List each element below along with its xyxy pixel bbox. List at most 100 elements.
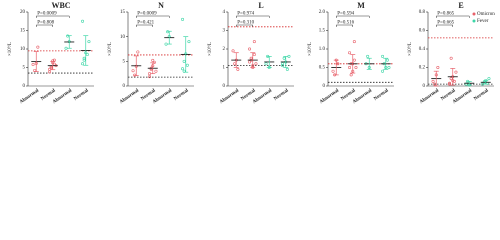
x-tick-label: Normal bbox=[73, 88, 90, 102]
y-tick-label: 10 bbox=[20, 47, 26, 52]
p-value: P=0.421 bbox=[137, 21, 154, 26]
data-point bbox=[181, 67, 185, 71]
y-axis-label: ×10⁹/L bbox=[307, 42, 313, 56]
x-tick-label: Abnormal bbox=[419, 88, 440, 105]
p-value: P=0.516 bbox=[337, 21, 354, 26]
data-point bbox=[166, 30, 170, 34]
data-point bbox=[387, 66, 391, 70]
panel-title: L bbox=[258, 1, 263, 10]
y-tick-label: 0 bbox=[323, 84, 326, 89]
x-tick-label: Normal bbox=[173, 88, 190, 102]
y-tick-label: 15 bbox=[20, 29, 26, 34]
data-point bbox=[252, 40, 256, 44]
p-value: P=0.665 bbox=[437, 21, 454, 26]
legend-label: Omicron bbox=[477, 12, 495, 17]
data-point bbox=[52, 62, 56, 66]
x-tick-label: Abnormal bbox=[219, 88, 240, 105]
y-tick-label: 4 bbox=[223, 10, 226, 15]
data-point bbox=[252, 53, 256, 57]
x-tick-label: Abnormal bbox=[452, 88, 473, 105]
data-point bbox=[248, 47, 252, 51]
data-point bbox=[85, 53, 89, 57]
panel-title: E bbox=[458, 1, 463, 10]
data-point bbox=[431, 79, 435, 83]
y-axis-label: ×10⁹/L bbox=[107, 42, 113, 56]
data-point bbox=[352, 40, 356, 44]
data-point bbox=[131, 69, 135, 73]
data-point bbox=[381, 69, 385, 73]
x-tick-label: Abnormal bbox=[19, 88, 40, 105]
y-axis-label: ×10⁹/L bbox=[7, 42, 13, 56]
y-tick-label: 2.0 bbox=[319, 10, 326, 15]
x-tick-label: Abnormal bbox=[352, 88, 373, 105]
y-tick-label: 0.2 bbox=[419, 66, 426, 71]
data-point bbox=[152, 60, 156, 64]
data-point bbox=[248, 60, 252, 64]
x-tick-label: Normal bbox=[373, 88, 390, 102]
y-tick-label: 1.5 bbox=[319, 29, 326, 34]
data-point bbox=[87, 40, 91, 44]
data-point bbox=[231, 49, 235, 53]
significance-bracket bbox=[436, 24, 453, 27]
data-point bbox=[133, 73, 137, 77]
y-tick-label: 0.5 bbox=[319, 66, 326, 71]
y-tick-label: 1 bbox=[223, 66, 226, 71]
p-value: P=0.0009 bbox=[37, 12, 57, 17]
data-point bbox=[385, 58, 389, 62]
y-tick-label: 0 bbox=[223, 84, 226, 89]
legend-marker bbox=[472, 12, 476, 16]
legend-label: Fever bbox=[477, 19, 489, 24]
data-point bbox=[148, 75, 152, 79]
data-point bbox=[454, 70, 458, 74]
panel-title: M bbox=[357, 1, 365, 10]
data-point bbox=[282, 56, 286, 60]
y-tick-label: 3 bbox=[223, 29, 226, 34]
data-point bbox=[236, 67, 240, 71]
data-point bbox=[381, 54, 385, 58]
panel-title: WBC bbox=[51, 1, 70, 10]
data-point bbox=[81, 19, 85, 23]
legend-marker bbox=[472, 19, 476, 23]
data-point bbox=[151, 58, 155, 62]
y-tick-label: 2 bbox=[223, 47, 226, 52]
data-point bbox=[182, 59, 186, 63]
significance-bracket bbox=[136, 15, 170, 18]
data-point bbox=[249, 56, 253, 60]
data-point bbox=[449, 77, 453, 81]
y-tick-label: 0 bbox=[123, 84, 126, 89]
data-point bbox=[348, 66, 352, 70]
data-point bbox=[66, 34, 70, 38]
data-point bbox=[49, 66, 53, 70]
x-tick-label: Abnormal bbox=[152, 88, 173, 105]
y-tick-label: 20 bbox=[20, 10, 26, 15]
p-value: P=0.865 bbox=[437, 12, 454, 17]
data-point bbox=[433, 82, 437, 86]
data-point bbox=[254, 62, 258, 66]
significance-bracket bbox=[36, 15, 70, 18]
data-point bbox=[436, 66, 440, 70]
x-tick-label: Abnormal bbox=[319, 88, 340, 105]
y-axis-label: ×10⁹/L bbox=[207, 42, 213, 56]
data-point bbox=[136, 50, 140, 54]
p-value: P=0.808 bbox=[37, 21, 54, 26]
data-point bbox=[348, 51, 352, 55]
data-point bbox=[82, 56, 86, 60]
x-tick-label: Abnormal bbox=[52, 88, 73, 105]
data-point bbox=[181, 17, 185, 21]
significance-bracket bbox=[436, 15, 470, 18]
significance-bracket bbox=[236, 15, 270, 18]
data-point bbox=[281, 64, 285, 68]
data-point bbox=[36, 45, 40, 49]
p-value: P=0.0009 bbox=[137, 12, 157, 17]
p-value: P=0.310 bbox=[237, 21, 254, 26]
y-tick-label: 0 bbox=[23, 84, 26, 89]
significance-bracket bbox=[36, 24, 53, 27]
data-point bbox=[449, 56, 453, 60]
data-point bbox=[281, 62, 285, 66]
data-point bbox=[185, 63, 189, 67]
significance-bracket bbox=[336, 15, 370, 18]
data-point bbox=[285, 67, 289, 71]
data-point bbox=[336, 62, 340, 66]
x-tick-label: Abnormal bbox=[252, 88, 273, 105]
y-tick-label: 1.0 bbox=[319, 47, 326, 52]
